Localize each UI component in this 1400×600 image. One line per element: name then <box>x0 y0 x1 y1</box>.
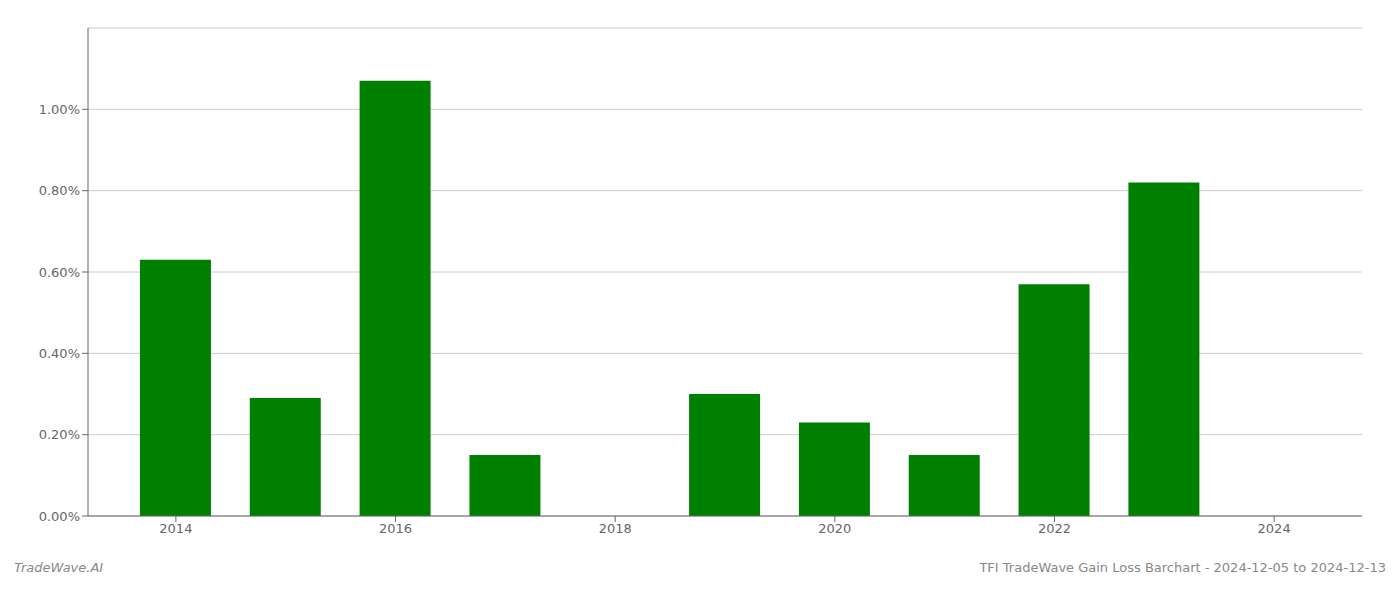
svg-text:0.40%: 0.40% <box>39 346 80 361</box>
svg-text:2024: 2024 <box>1258 521 1291 536</box>
svg-text:0.80%: 0.80% <box>39 183 80 198</box>
html-text:TFI TradeWave Gain Loss Barcha: TFI TradeWave Gain Loss Barchart - 2024-… <box>979 560 1386 575</box>
html-text:TradeWave.AI: TradeWave.AI <box>14 560 104 575</box>
svg-text:2020: 2020 <box>818 521 851 536</box>
svg-text:2022: 2022 <box>1038 521 1071 536</box>
svg-text:1.00%: 1.00% <box>39 102 80 117</box>
svg-text:0.60%: 0.60% <box>39 265 80 280</box>
svg-text:2016: 2016 <box>379 521 412 536</box>
svg-text:0.20%: 0.20% <box>39 427 80 442</box>
svg-text:2018: 2018 <box>599 521 632 536</box>
svg-text:0.00%: 0.00% <box>39 509 80 524</box>
svg-text:2014: 2014 <box>159 521 192 536</box>
